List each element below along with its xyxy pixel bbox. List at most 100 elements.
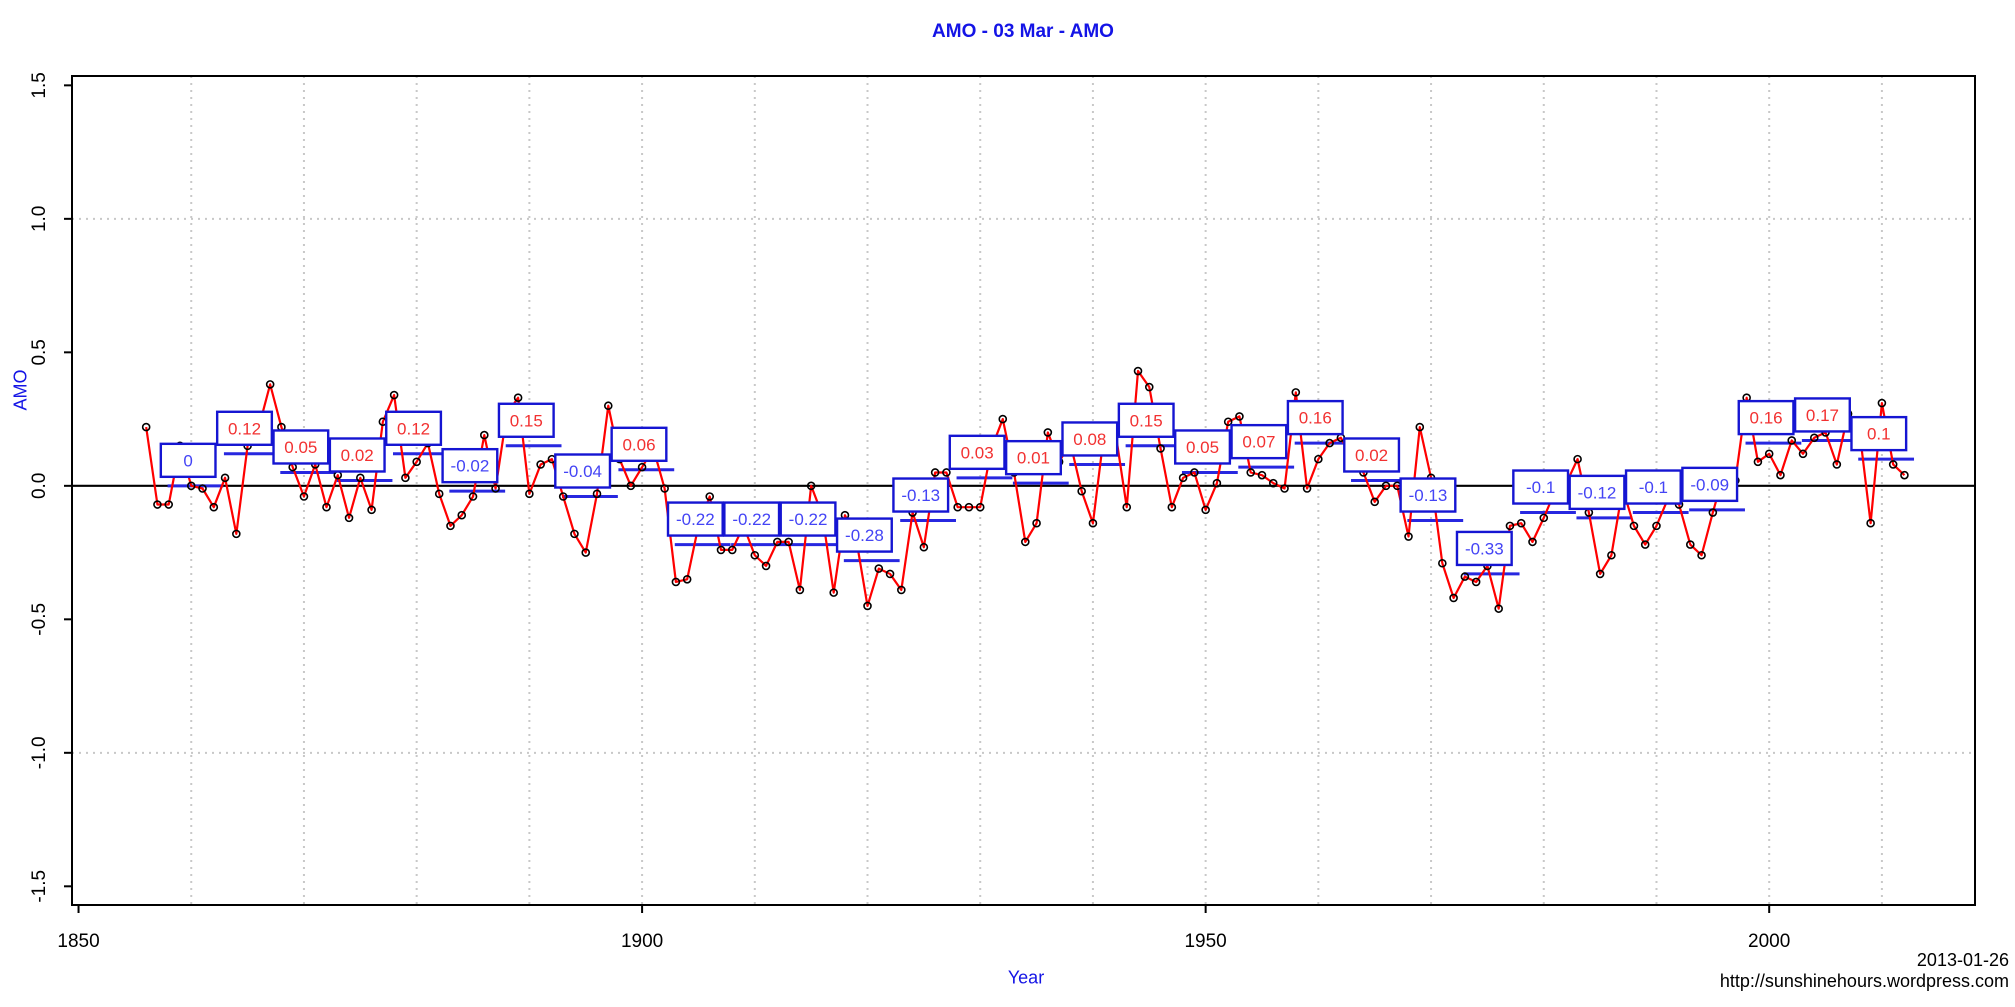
data-point-circle bbox=[153, 500, 162, 509]
segment-mean-label: -0.33 bbox=[1465, 539, 1504, 558]
data-point-circle bbox=[570, 529, 579, 539]
data-point-circle bbox=[232, 529, 241, 539]
data-point-circle bbox=[1505, 521, 1515, 531]
segment-mean-label: 0.03 bbox=[961, 443, 994, 462]
segment-mean-label: 0.15 bbox=[510, 411, 543, 430]
data-point-circle bbox=[1088, 518, 1098, 528]
data-point-circle bbox=[1032, 518, 1041, 528]
data-point-circle bbox=[457, 510, 467, 520]
segment-mean-label: -0.22 bbox=[789, 510, 828, 529]
data-point-circle bbox=[1190, 468, 1199, 477]
data-point-circle bbox=[265, 380, 275, 389]
data-point-circle bbox=[581, 548, 591, 557]
data-point-circle bbox=[975, 502, 985, 512]
segment-mean-label: 0.08 bbox=[1073, 430, 1106, 449]
y-tick-label: 0.5 bbox=[29, 339, 50, 365]
data-point-circle bbox=[1438, 558, 1447, 568]
data-point-circle bbox=[491, 484, 500, 493]
data-point-circle bbox=[141, 422, 151, 432]
data-point-circle bbox=[1787, 436, 1797, 445]
data-point-circle bbox=[1809, 433, 1819, 443]
chart-title: AMO - 03 Mar - AMO bbox=[932, 21, 1114, 42]
segment-mean-label: -0.22 bbox=[676, 510, 715, 529]
data-point-circle bbox=[603, 401, 613, 411]
segment-mean-label: 0.02 bbox=[341, 446, 374, 465]
data-point-circle bbox=[1325, 438, 1334, 448]
data-point-circle bbox=[1832, 460, 1842, 469]
plot-border bbox=[71, 75, 1976, 906]
data-point-circle bbox=[1133, 366, 1143, 376]
segment-mean-label: -0.02 bbox=[451, 457, 490, 476]
segment-mean-box bbox=[441, 447, 499, 484]
data-point-circle bbox=[1607, 550, 1616, 560]
x-tick-label: 2000 bbox=[1748, 931, 1790, 952]
data-point-circle bbox=[1201, 505, 1210, 515]
data-point-circle bbox=[186, 481, 196, 491]
data-point-circle bbox=[1640, 540, 1650, 549]
data-point-circle bbox=[1314, 454, 1323, 464]
data-point-circle bbox=[592, 489, 602, 499]
data-point-circle bbox=[299, 492, 309, 501]
data-point-circle bbox=[1888, 460, 1898, 469]
y-tick-label: 1.0 bbox=[29, 206, 50, 232]
segment-mean-box bbox=[159, 442, 217, 479]
data-point-circle bbox=[626, 481, 636, 491]
segment-mean-box bbox=[1399, 477, 1457, 513]
footer-url: http://sunshinehours.wordpress.com bbox=[1719, 971, 2009, 991]
data-point-circle bbox=[1223, 417, 1233, 427]
data-point-circle bbox=[998, 414, 1008, 424]
segment-mean-box bbox=[948, 434, 1006, 471]
segment-mean-label: -0.04 bbox=[563, 462, 602, 481]
data-point-circle bbox=[1415, 422, 1425, 432]
data-point-circle bbox=[389, 390, 399, 400]
data-point-circle bbox=[220, 473, 230, 483]
segment-mean-box bbox=[1512, 469, 1570, 505]
segment-mean-box bbox=[1174, 429, 1232, 465]
data-point-circle bbox=[513, 393, 523, 403]
data-point-circle bbox=[874, 564, 884, 573]
data-point-circle bbox=[1697, 550, 1706, 560]
data-point-circle bbox=[1798, 449, 1808, 459]
data-point-circle bbox=[1460, 572, 1470, 581]
segment-mean-label: 0.15 bbox=[1130, 411, 1163, 430]
segment-mean-box bbox=[497, 402, 555, 438]
data-point-circle bbox=[344, 513, 354, 523]
segment-mean-box bbox=[1230, 423, 1288, 460]
data-point-circle bbox=[1178, 473, 1188, 483]
data-point-circle bbox=[1257, 470, 1267, 480]
y-tick-label: -0.5 bbox=[29, 603, 50, 636]
segment-mean-label: 0.16 bbox=[1299, 409, 1332, 428]
segment-mean-label: 0 bbox=[183, 451, 192, 470]
data-point-circle bbox=[1156, 444, 1165, 453]
data-point-circle bbox=[401, 473, 410, 483]
data-point-circle bbox=[964, 502, 974, 512]
segment-mean-box bbox=[1850, 415, 1908, 452]
data-point-circle bbox=[1122, 502, 1132, 512]
segment-mean-box bbox=[1455, 530, 1513, 567]
data-point-circle bbox=[1516, 518, 1526, 528]
data-point-circle bbox=[1235, 412, 1244, 421]
segment-mean-box bbox=[666, 501, 724, 537]
data-point-circle bbox=[660, 484, 669, 493]
segment-mean-box bbox=[610, 426, 668, 463]
data-point-circle bbox=[1764, 449, 1774, 459]
data-point-circle bbox=[1539, 513, 1549, 523]
data-point-circle bbox=[1900, 470, 1909, 480]
data-point-circle bbox=[716, 545, 726, 555]
data-point-circle bbox=[1246, 468, 1256, 477]
data-point-circle bbox=[434, 489, 444, 499]
segment-mean-box bbox=[272, 429, 330, 465]
data-point-circle bbox=[1866, 518, 1875, 528]
y-axis-title: AMO bbox=[10, 369, 31, 411]
segment-mean-box bbox=[892, 477, 950, 513]
segment-mean-box bbox=[835, 517, 893, 553]
data-point-circle bbox=[1381, 481, 1391, 491]
data-point-circle bbox=[322, 502, 331, 512]
segment-mean-label: 0.05 bbox=[1186, 438, 1219, 457]
data-point-circle bbox=[1708, 508, 1718, 517]
segment-mean-label: -0.1 bbox=[1526, 478, 1555, 497]
segment-mean-label: -0.13 bbox=[1409, 486, 1448, 505]
footer-date: 2013-01-26 bbox=[1916, 950, 2009, 970]
